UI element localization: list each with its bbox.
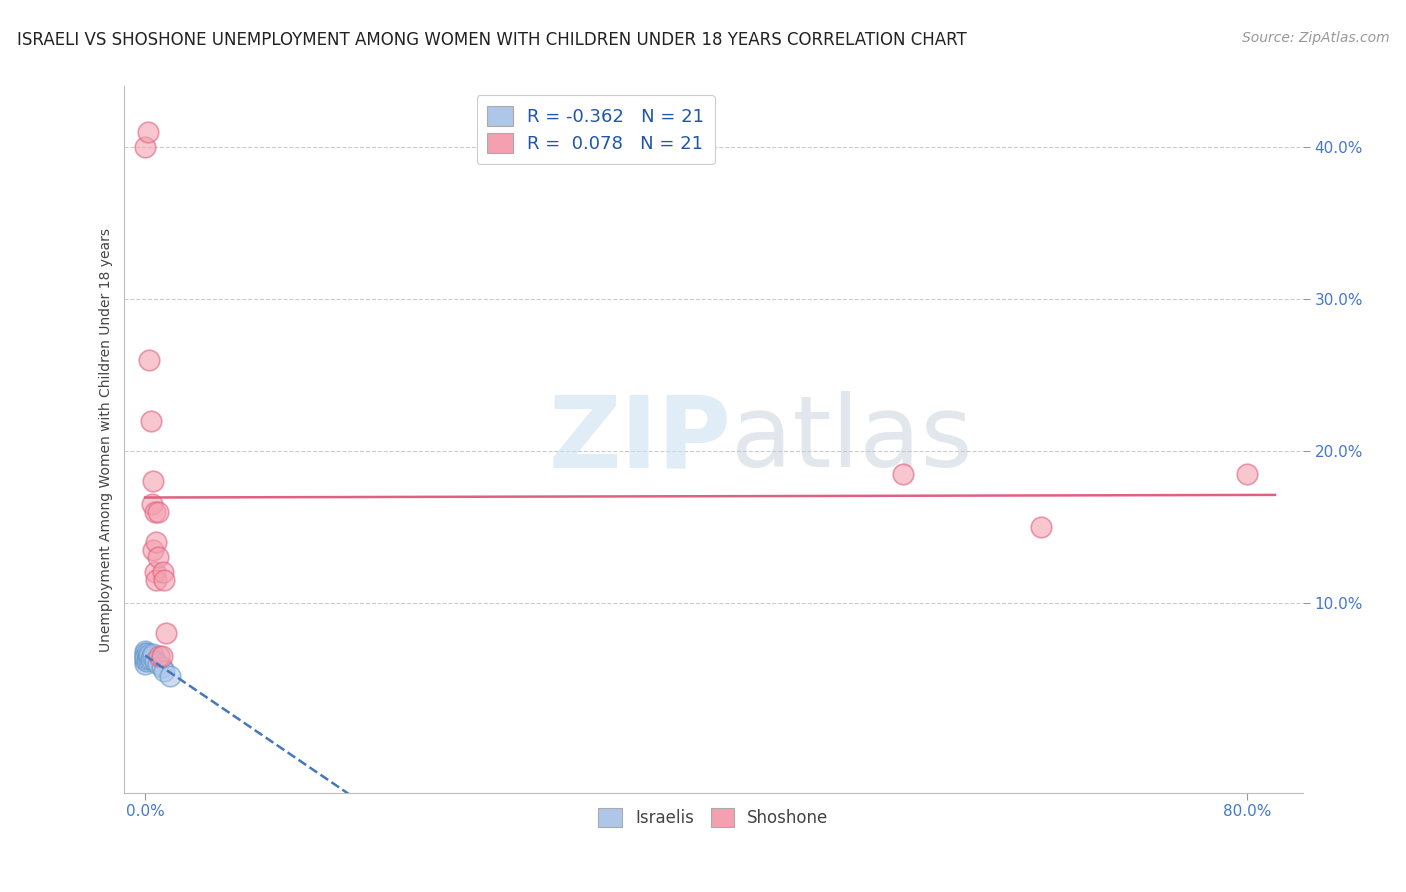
Point xyxy=(142,475,165,489)
Text: Source: ZipAtlas.com: Source: ZipAtlas.com xyxy=(1241,31,1389,45)
Point xyxy=(134,644,156,658)
Point xyxy=(1236,467,1258,481)
Point xyxy=(134,646,156,660)
Point xyxy=(891,467,914,481)
Point xyxy=(141,648,163,663)
Text: ISRAELI VS SHOSHONE UNEMPLOYMENT AMONG WOMEN WITH CHILDREN UNDER 18 YEARS CORREL: ISRAELI VS SHOSHONE UNEMPLOYMENT AMONG W… xyxy=(17,31,966,49)
Point xyxy=(134,648,156,663)
Point xyxy=(143,566,166,580)
Point xyxy=(136,652,159,666)
Text: atlas: atlas xyxy=(731,391,973,488)
Y-axis label: Unemployment Among Women with Children Under 18 years: Unemployment Among Women with Children U… xyxy=(100,227,114,651)
Point xyxy=(145,535,167,549)
Point xyxy=(138,352,160,367)
Point xyxy=(135,653,157,667)
Text: ZIP: ZIP xyxy=(548,391,731,488)
Point xyxy=(134,652,156,666)
Point xyxy=(136,125,159,139)
Point xyxy=(142,648,165,662)
Point xyxy=(142,542,165,557)
Point xyxy=(148,648,170,663)
Point xyxy=(153,573,176,587)
Point xyxy=(139,652,162,666)
Point xyxy=(134,653,156,667)
Point xyxy=(141,497,163,511)
Legend: Israelis, Shoshone: Israelis, Shoshone xyxy=(592,802,835,834)
Point xyxy=(134,657,156,671)
Point xyxy=(152,566,174,580)
Point xyxy=(150,648,173,663)
Point xyxy=(134,650,156,665)
Point xyxy=(143,505,166,519)
Point xyxy=(150,659,173,673)
Point xyxy=(146,657,169,671)
Point xyxy=(139,413,162,427)
Point xyxy=(146,505,169,519)
Point xyxy=(143,653,166,667)
Point xyxy=(145,573,167,587)
Point xyxy=(134,140,156,154)
Point xyxy=(136,648,159,663)
Point xyxy=(138,650,160,665)
Point xyxy=(1029,520,1052,534)
Point xyxy=(138,648,160,662)
Point xyxy=(159,669,181,683)
Point xyxy=(155,626,177,640)
Point xyxy=(135,646,157,660)
Point xyxy=(146,550,169,565)
Point xyxy=(153,664,176,678)
